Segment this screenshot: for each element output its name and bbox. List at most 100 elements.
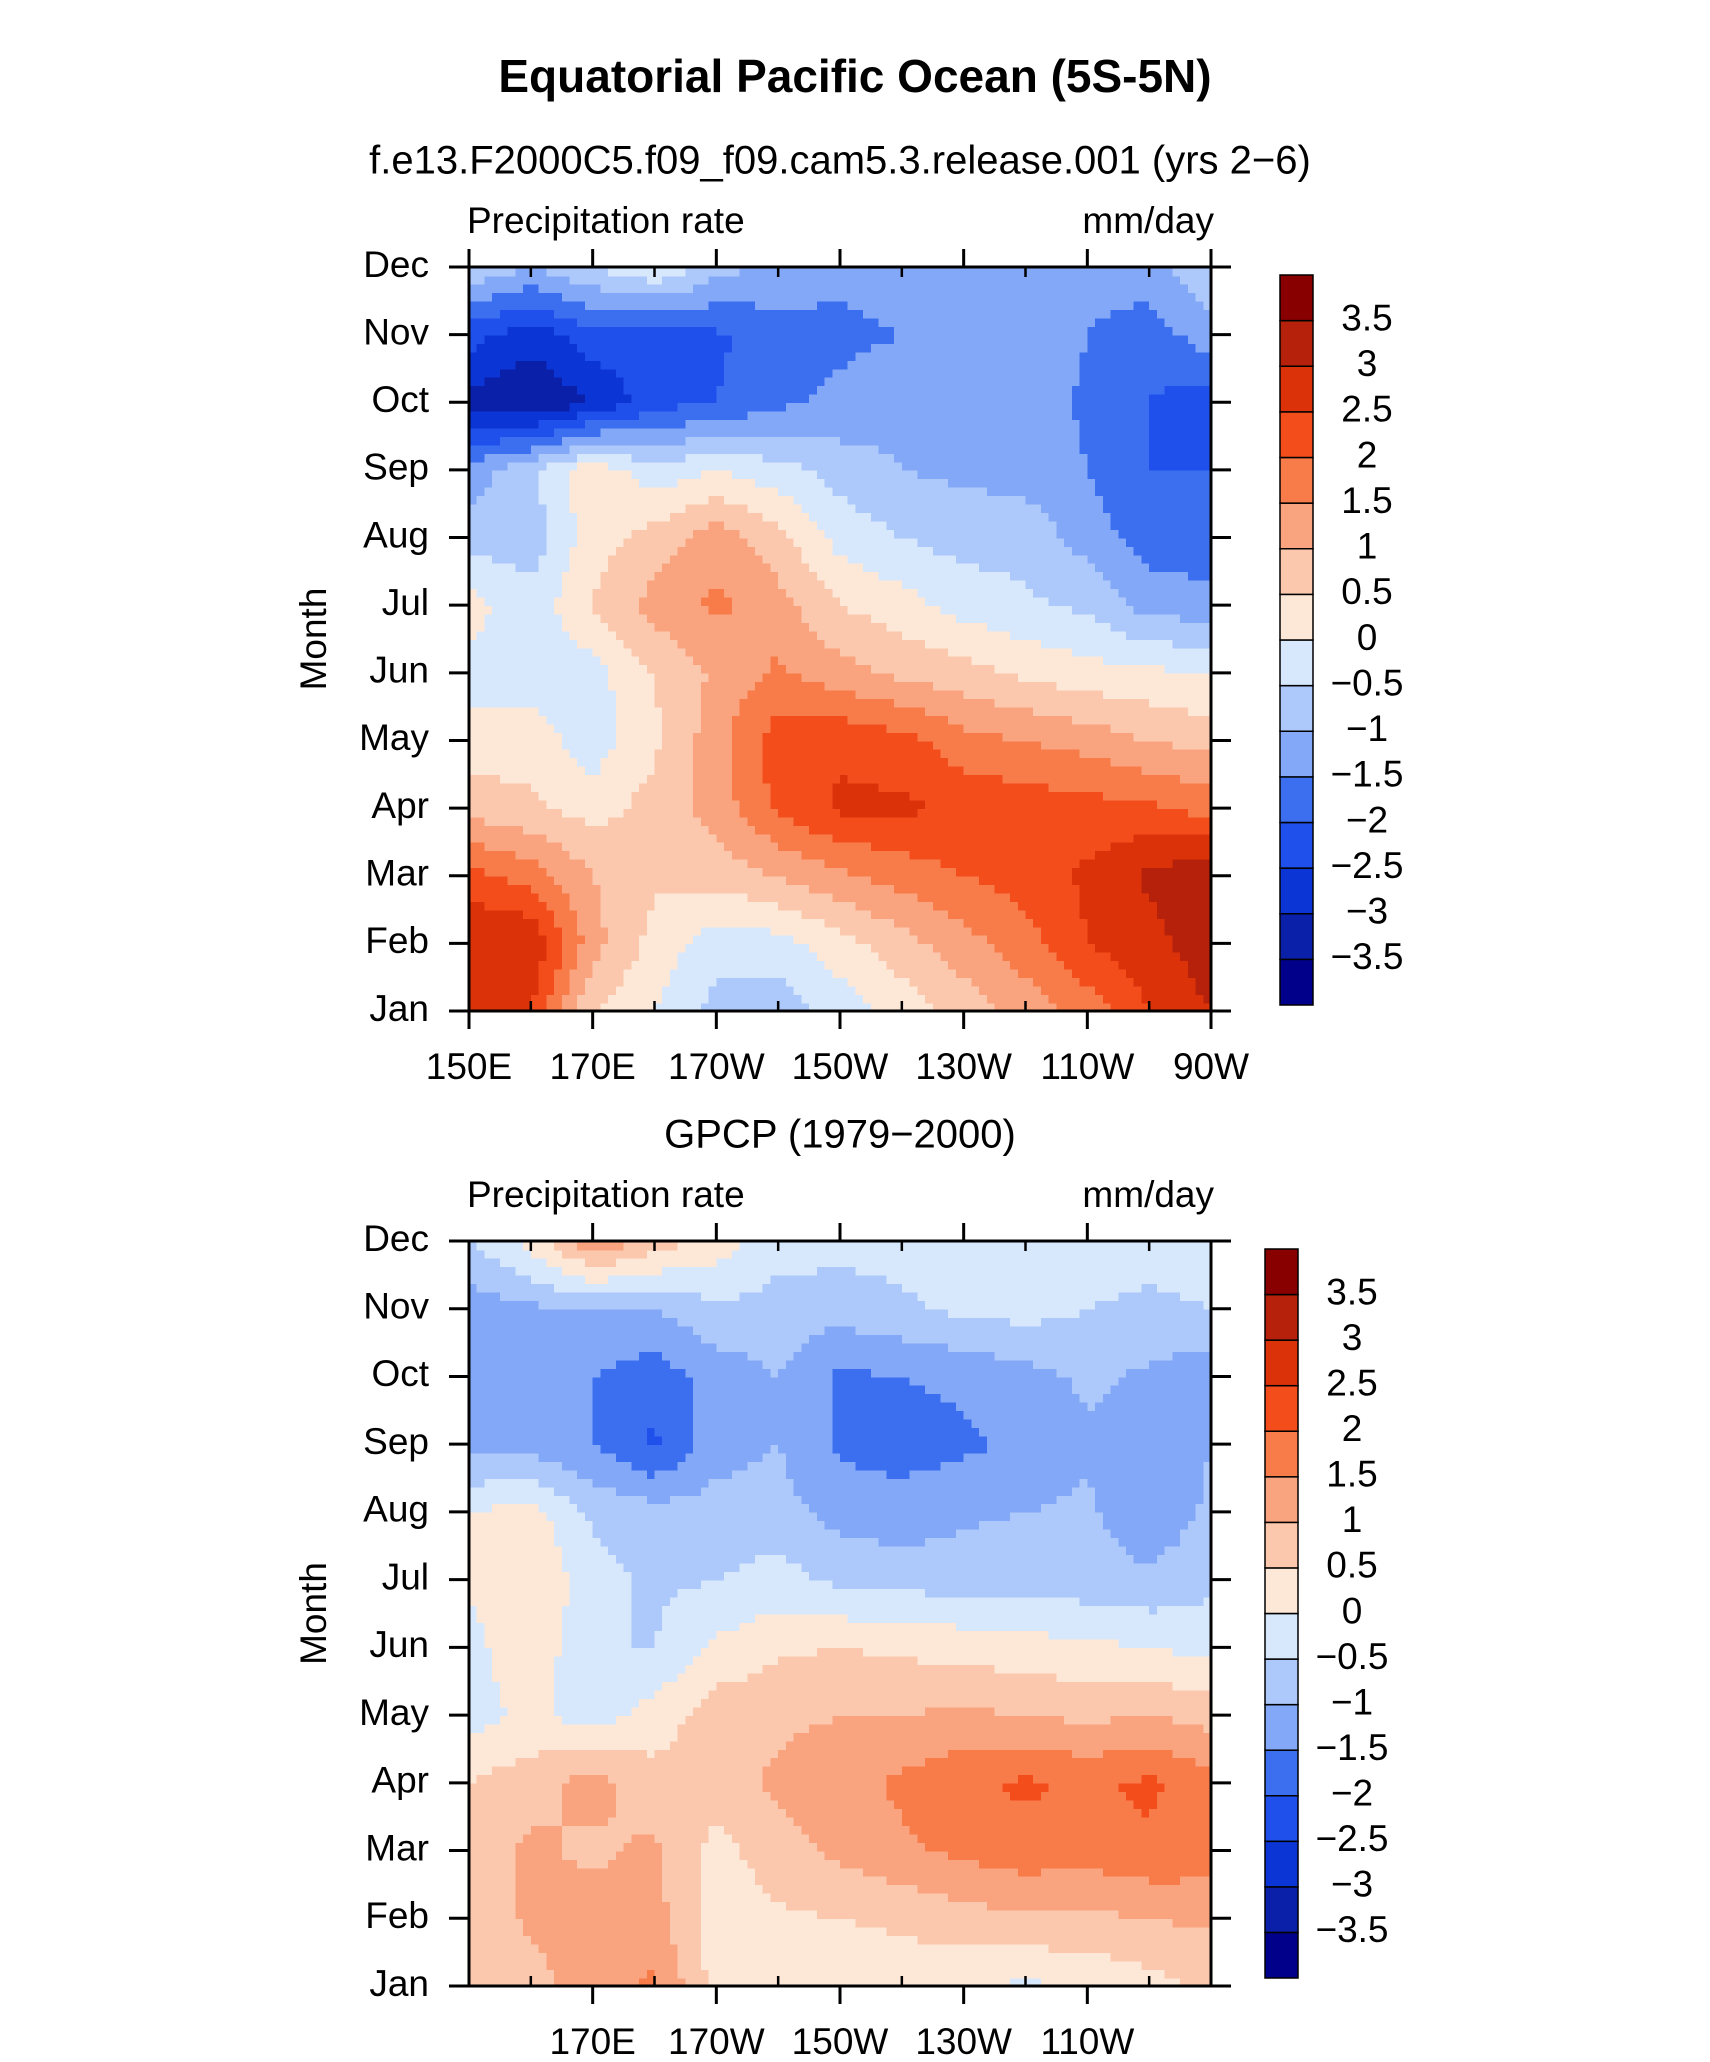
contour-cell xyxy=(592,537,625,547)
contour-cell xyxy=(963,926,973,936)
contour-cell xyxy=(615,1486,656,1496)
contour-cell xyxy=(1141,1774,1150,1784)
y-tick-label: Nov xyxy=(363,1286,429,1327)
contour-cell xyxy=(878,571,903,581)
contour-cell xyxy=(1149,596,1212,606)
contour-cell xyxy=(700,1291,718,1302)
contour-cell xyxy=(569,630,594,640)
contour-cell xyxy=(592,1892,656,1903)
contour-cell xyxy=(530,410,579,420)
contour-cell xyxy=(963,613,1027,623)
contour-cell xyxy=(1087,393,1150,404)
contour-cell xyxy=(592,774,648,784)
contour-cell xyxy=(592,1461,633,1471)
contour-cell xyxy=(1180,275,1212,285)
contour-cell xyxy=(469,613,486,623)
contour-cell xyxy=(1102,503,1150,513)
contour-cell xyxy=(1110,579,1150,590)
contour-cell xyxy=(538,985,555,995)
contour-cell xyxy=(1056,1002,1089,1012)
contour-cell xyxy=(716,1002,779,1012)
contour-cell xyxy=(654,1672,679,1683)
contour-cell xyxy=(963,503,1027,513)
contour-cell xyxy=(1102,1520,1150,1530)
contour-cell xyxy=(1025,782,1050,792)
contour-cell xyxy=(901,495,965,505)
y-axis-label: Month xyxy=(293,588,334,691)
contour-cell xyxy=(469,1334,532,1344)
contour-cell xyxy=(901,977,911,987)
contour-cell xyxy=(716,1241,741,1251)
contour-cell xyxy=(1025,1257,1089,1268)
contour-cell xyxy=(1164,926,1212,936)
contour-cell xyxy=(855,1325,903,1335)
contour-cell xyxy=(932,943,965,953)
subtitle: f.e13.F2000C5.f09_f09.cam5.3.release.001… xyxy=(369,139,1311,183)
contour-cell xyxy=(901,275,965,285)
contour-cell xyxy=(708,520,718,530)
contour-cell xyxy=(716,292,779,302)
contour-cell xyxy=(1095,478,1150,488)
contour-cell xyxy=(731,596,779,606)
contour-cell xyxy=(901,1334,965,1344)
contour-cell xyxy=(592,1401,656,1412)
contour-cell xyxy=(1071,385,1089,395)
contour-cell xyxy=(716,1367,772,1378)
contour-cell xyxy=(561,934,586,945)
contour-cell xyxy=(1102,791,1150,801)
contour-cell xyxy=(901,1901,965,1911)
contour-cell xyxy=(716,1308,779,1318)
contour-cell xyxy=(700,816,718,826)
contour-cell xyxy=(1025,554,1089,564)
contour-cell xyxy=(700,1002,718,1012)
contour-cell xyxy=(615,368,656,378)
contour-cell xyxy=(569,495,594,505)
contour-cell xyxy=(1087,1655,1150,1666)
contour-cell xyxy=(669,1494,718,1505)
contour-cell xyxy=(801,1562,841,1572)
colorbar-box xyxy=(1279,821,1314,869)
contour-cell xyxy=(554,1241,579,1251)
colorbar-box xyxy=(1279,684,1314,732)
contour-cell xyxy=(832,791,841,801)
contour-cell xyxy=(600,613,648,623)
contour-cell xyxy=(963,1283,1027,1293)
contour-cell xyxy=(561,1715,594,1725)
contour-cell xyxy=(507,1706,532,1716)
contour-cell xyxy=(901,300,965,311)
contour-cell xyxy=(832,799,841,809)
contour-cell xyxy=(469,1748,532,1759)
contour-cell xyxy=(724,1825,779,1835)
x-tick-label: 130W xyxy=(915,2021,1012,2062)
contour-cell xyxy=(1087,681,1150,691)
contour-cell xyxy=(963,1241,1027,1251)
contour-cell xyxy=(654,410,718,420)
contour-cell xyxy=(577,317,594,327)
contour-cell xyxy=(592,909,602,919)
contour-cell xyxy=(546,994,563,1004)
contour-cell xyxy=(561,1808,594,1818)
contour-cell xyxy=(469,1562,532,1572)
contour-cell xyxy=(840,1537,880,1547)
contour-cell xyxy=(1133,300,1150,311)
contour-cell xyxy=(840,1418,903,1429)
contour-cell xyxy=(1187,1520,1212,1530)
contour-cell xyxy=(1025,994,1050,1004)
contour-cell xyxy=(669,1740,718,1750)
contour-cell xyxy=(530,1647,563,1657)
contour-cell xyxy=(840,1833,903,1843)
contour-cell xyxy=(662,1867,702,1877)
contour-cell xyxy=(654,748,694,759)
contour-cell xyxy=(778,1478,795,1488)
contour-cell xyxy=(870,613,903,623)
contour-cell xyxy=(1149,1774,1158,1784)
contour-cell xyxy=(778,1630,841,1640)
contour-cell xyxy=(1025,444,1081,454)
contour-cell xyxy=(654,503,687,513)
contour-cell xyxy=(1048,1943,1089,1953)
contour-cell xyxy=(716,1503,779,1513)
contour-cell xyxy=(963,478,1027,488)
contour-cell xyxy=(778,1791,841,1801)
contour-cell xyxy=(917,1655,965,1666)
contour-cell xyxy=(840,1300,903,1310)
